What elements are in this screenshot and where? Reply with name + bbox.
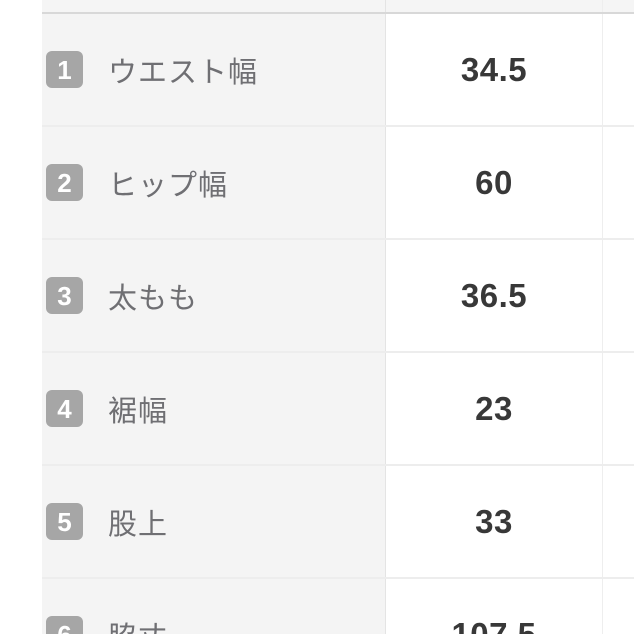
measurement-label-cell: 1 ウエスト幅 bbox=[42, 14, 385, 125]
measurement-label: ウエスト幅 bbox=[108, 56, 259, 89]
measurement-label-cell: 6 脇丈 bbox=[42, 579, 385, 634]
table-row: 4 裾幅 23 bbox=[42, 351, 634, 464]
measurement-value-cell: 107.5 bbox=[385, 579, 602, 634]
table-row: 2 ヒップ幅 60 bbox=[42, 125, 634, 238]
measurement-value: 34.5 bbox=[460, 50, 528, 88]
size-table: 1 ウエスト幅 34.5 2 ヒップ幅 60 3 太もも 36.5 4 裾幅 bbox=[42, 0, 634, 634]
measurement-value-cell: 34.5 bbox=[385, 14, 602, 125]
measurement-value: 107.5 bbox=[451, 615, 537, 634]
adjacent-value-cell bbox=[602, 466, 634, 577]
measurement-value-cell: 33 bbox=[385, 466, 602, 577]
row-number-badge: 6 bbox=[46, 616, 83, 634]
adjacent-value-cell bbox=[602, 127, 634, 238]
adjacent-value-cell bbox=[602, 240, 634, 351]
row-number-badge: 2 bbox=[46, 164, 83, 201]
measurement-label-cell: 2 ヒップ幅 bbox=[42, 127, 385, 238]
measurement-label: 裾幅 bbox=[108, 395, 169, 428]
table-row: 1 ウエスト幅 34.5 bbox=[42, 14, 634, 125]
header-value-cell bbox=[385, 0, 602, 12]
row-number-badge: 5 bbox=[46, 503, 83, 540]
table-rows: 1 ウエスト幅 34.5 2 ヒップ幅 60 3 太もも 36.5 4 裾幅 bbox=[42, 14, 634, 634]
row-number-badge: 1 bbox=[46, 51, 83, 88]
measurement-label: 太もも bbox=[108, 282, 199, 315]
table-row: 5 股上 33 bbox=[42, 464, 634, 577]
adjacent-value-cell bbox=[602, 579, 634, 634]
table-header-sliver bbox=[42, 0, 634, 14]
measurement-label: 脇丈 bbox=[108, 614, 168, 634]
header-label-cell bbox=[42, 0, 385, 12]
measurement-value-cell: 36.5 bbox=[385, 240, 602, 351]
measurement-value: 60 bbox=[475, 163, 513, 201]
row-number-badge: 3 bbox=[46, 277, 83, 314]
header-adjacent-cell bbox=[602, 0, 634, 12]
size-table-scroll-viewport[interactable]: 1 ウエスト幅 34.5 2 ヒップ幅 60 3 太もも 36.5 4 裾幅 bbox=[42, 0, 634, 634]
measurement-label-cell: 4 裾幅 bbox=[42, 353, 385, 464]
measurement-label: ヒップ幅 bbox=[108, 169, 229, 202]
measurement-label-cell: 5 股上 bbox=[42, 466, 385, 577]
measurement-value-cell: 60 bbox=[385, 127, 602, 238]
row-number-badge: 4 bbox=[46, 390, 83, 427]
measurement-value: 33 bbox=[475, 502, 513, 540]
table-row: 6 脇丈 107.5 bbox=[42, 577, 634, 634]
measurement-label-cell: 3 太もも bbox=[42, 240, 385, 351]
measurement-value: 36.5 bbox=[460, 276, 528, 314]
adjacent-value-cell bbox=[602, 353, 634, 464]
adjacent-value-cell bbox=[602, 14, 634, 125]
measurement-label: 股上 bbox=[108, 508, 169, 541]
table-row: 3 太もも 36.5 bbox=[42, 238, 634, 351]
measurement-value: 23 bbox=[475, 389, 513, 427]
measurement-value-cell: 23 bbox=[385, 353, 602, 464]
